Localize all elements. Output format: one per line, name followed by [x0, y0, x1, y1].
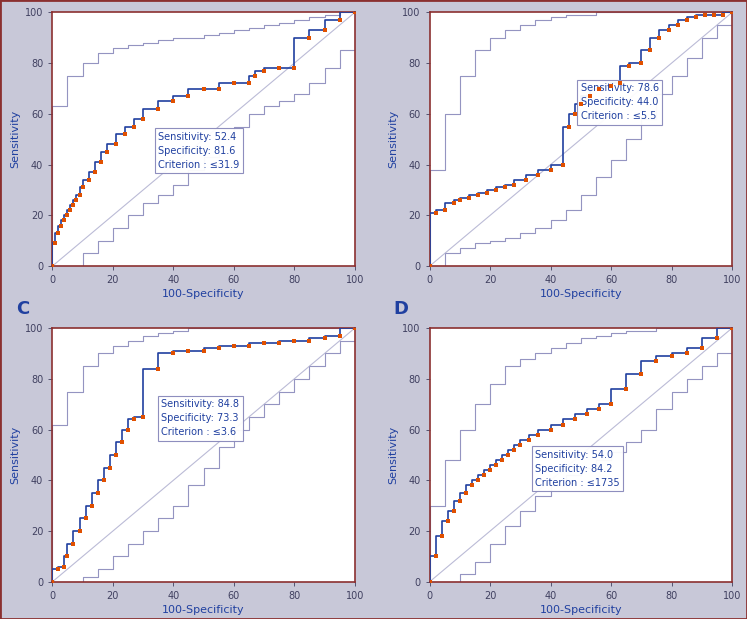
Text: C: C: [16, 300, 29, 318]
Y-axis label: Sensitivity: Sensitivity: [10, 426, 21, 484]
Text: Sensitivity: 84.8
Specificity: 73.3
Criterion : ≤3.6: Sensitivity: 84.8 Specificity: 73.3 Crit…: [161, 399, 239, 437]
Y-axis label: Sensitivity: Sensitivity: [10, 110, 21, 168]
Text: Sensitivity: 54.0
Specificity: 84.2
Criterion : ≤1735: Sensitivity: 54.0 Specificity: 84.2 Crit…: [536, 450, 620, 488]
X-axis label: 100-Specificity: 100-Specificity: [539, 289, 622, 300]
Text: Sensitivity: 78.6
Specificity: 44.0
Criterion : ≤5.5: Sensitivity: 78.6 Specificity: 44.0 Crit…: [581, 84, 659, 121]
Text: A: A: [16, 0, 30, 2]
Text: Sensitivity: 52.4
Specificity: 81.6
Criterion : ≤31.9: Sensitivity: 52.4 Specificity: 81.6 Crit…: [158, 132, 240, 170]
X-axis label: 100-Specificity: 100-Specificity: [162, 289, 245, 300]
X-axis label: 100-Specificity: 100-Specificity: [539, 605, 622, 615]
Text: D: D: [393, 300, 408, 318]
Text: B: B: [393, 0, 407, 2]
Y-axis label: Sensitivity: Sensitivity: [388, 110, 398, 168]
Y-axis label: Sensitivity: Sensitivity: [388, 426, 398, 484]
X-axis label: 100-Specificity: 100-Specificity: [162, 605, 245, 615]
